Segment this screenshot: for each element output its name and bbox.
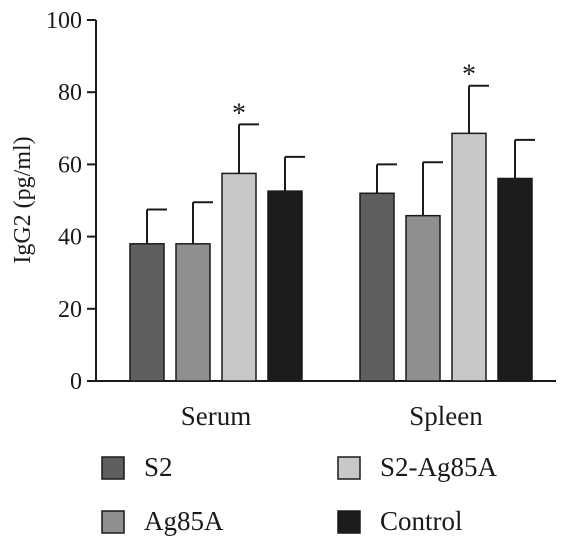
x-category-label: Serum [181,401,252,431]
axes-layer: 0 20 40 60 80 100 Serum Spleen [46,8,556,431]
bar-ag85a-spleen [405,214,441,382]
y-tick-label: 20 [58,297,82,323]
legend-swatch [101,456,125,480]
legend-label: S2-Ag85A [380,452,498,482]
y-tick-label: 100 [46,8,82,34]
bar-control-spleen [497,177,533,382]
y-tick-label: 80 [58,80,82,106]
y-axis-label: IgG2 (pg/ml) [10,136,36,263]
bar-s2-spleen [359,192,395,382]
y-tick-label: 60 [58,152,82,178]
bar-s2-serum [129,243,165,382]
y-tick-label: 0 [70,369,82,395]
legend: S2 Ag85A S2-Ag85A Control [101,452,498,536]
legend-swatch [337,510,361,534]
legend-label: S2 [144,452,173,482]
bars-layer: ** [129,60,535,382]
bar-control-serum [267,190,303,382]
bar-s2-ag85a-spleen [451,132,487,382]
bar-ag85a-serum [175,243,211,382]
bar-s2-ag85a-serum [221,172,257,382]
legend-swatch [337,456,361,480]
y-tick-label: 40 [58,225,82,251]
significance-marker: * [462,60,476,91]
legend-label: Control [380,506,463,536]
significance-marker: * [232,98,246,129]
x-category-label: Spleen [409,401,483,431]
legend-label: Ag85A [144,506,224,536]
legend-swatch [101,510,125,534]
